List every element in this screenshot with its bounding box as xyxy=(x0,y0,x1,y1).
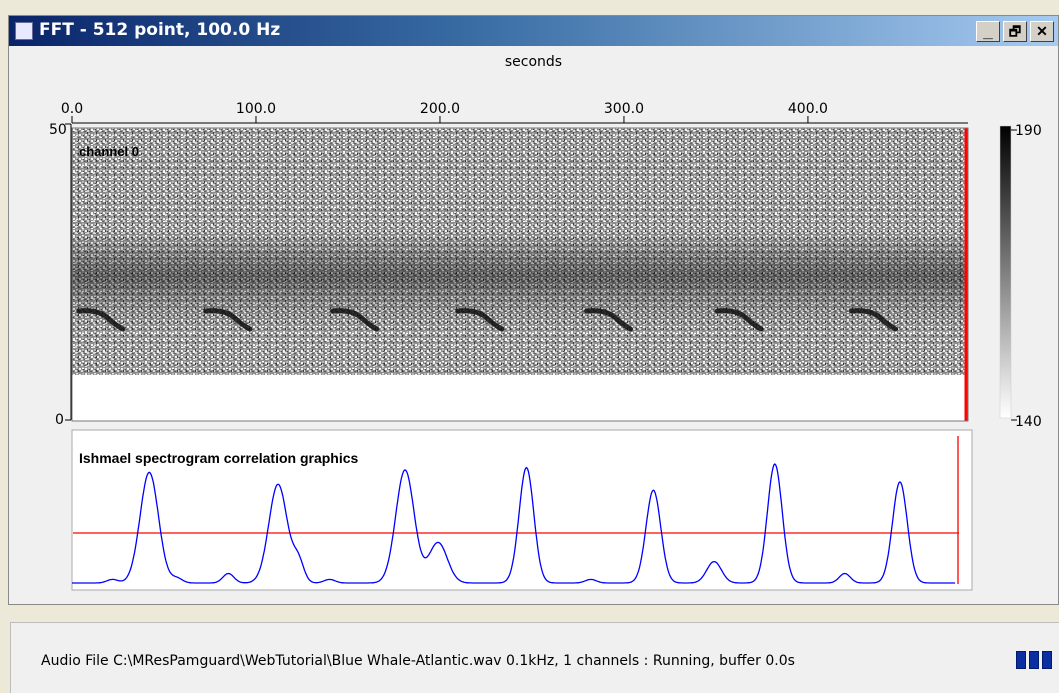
minimize-button[interactable]: _ xyxy=(976,21,1000,42)
x-tick-label: 300.0 xyxy=(604,101,644,117)
whale-call-mark xyxy=(455,308,505,332)
whale-call-mark xyxy=(203,308,253,332)
detector-panel[interactable]: Ishmael spectrogram correlation graphics xyxy=(71,429,973,591)
window-titlebar[interactable]: FFT - 512 point, 100.0 Hz _ 🗗 ✕ xyxy=(9,16,1058,46)
channel-label: channel 0 xyxy=(79,144,139,159)
restore-button[interactable]: 🗗 xyxy=(1003,21,1027,42)
x-tick-label: 200.0 xyxy=(420,101,460,117)
status-bar: Audio File C:\MResPamguard\WebTutorial\B… xyxy=(10,622,1059,693)
x-axis-title: seconds xyxy=(504,54,563,70)
x-axis-ticks: 0.0 100.0 200.0 300.0 400.0 xyxy=(61,101,968,124)
close-button[interactable]: ✕ xyxy=(1030,21,1054,42)
y-tick-max: 50 xyxy=(49,122,67,138)
correlation-trace xyxy=(72,463,956,584)
fft-window: FFT - 512 point, 100.0 Hz _ 🗗 ✕ seconds xyxy=(8,15,1059,605)
x-tick-label: 400.0 xyxy=(788,101,828,117)
buffer-block xyxy=(1029,651,1039,669)
whale-call-mark xyxy=(330,308,380,332)
spectrogram-display[interactable]: 0.0 100.0 200.0 300.0 400.0 50 0 channel 0 1… xyxy=(9,16,1058,604)
whale-call-mark xyxy=(584,308,634,332)
whale-call-mark xyxy=(714,308,764,332)
colorbar: 190 140 xyxy=(999,123,1042,430)
colorbar-max-label: 190 xyxy=(1015,123,1042,139)
colorbar-min-label: 140 xyxy=(1015,414,1042,430)
x-tick-label: 100.0 xyxy=(236,101,276,117)
buffer-block xyxy=(1042,651,1052,669)
buffer-block xyxy=(1016,651,1026,669)
window-title: FFT - 512 point, 100.0 Hz xyxy=(39,20,281,40)
whale-call-mark xyxy=(76,308,126,332)
x-tick-label: 0.0 xyxy=(61,101,83,117)
java-app-icon[interactable] xyxy=(15,22,33,40)
y-tick-min: 0 xyxy=(55,412,64,428)
detector-label: Ishmael spectrogram correlation graphics xyxy=(79,450,359,466)
buffer-indicator xyxy=(1016,651,1059,671)
spectrogram-panel[interactable]: channel 0 xyxy=(71,127,969,422)
colorbar-gradient xyxy=(999,125,1012,419)
status-text: Audio File C:\MResPamguard\WebTutorial\B… xyxy=(41,653,795,669)
whale-call-marks xyxy=(76,308,899,332)
whale-call-mark xyxy=(849,308,899,332)
